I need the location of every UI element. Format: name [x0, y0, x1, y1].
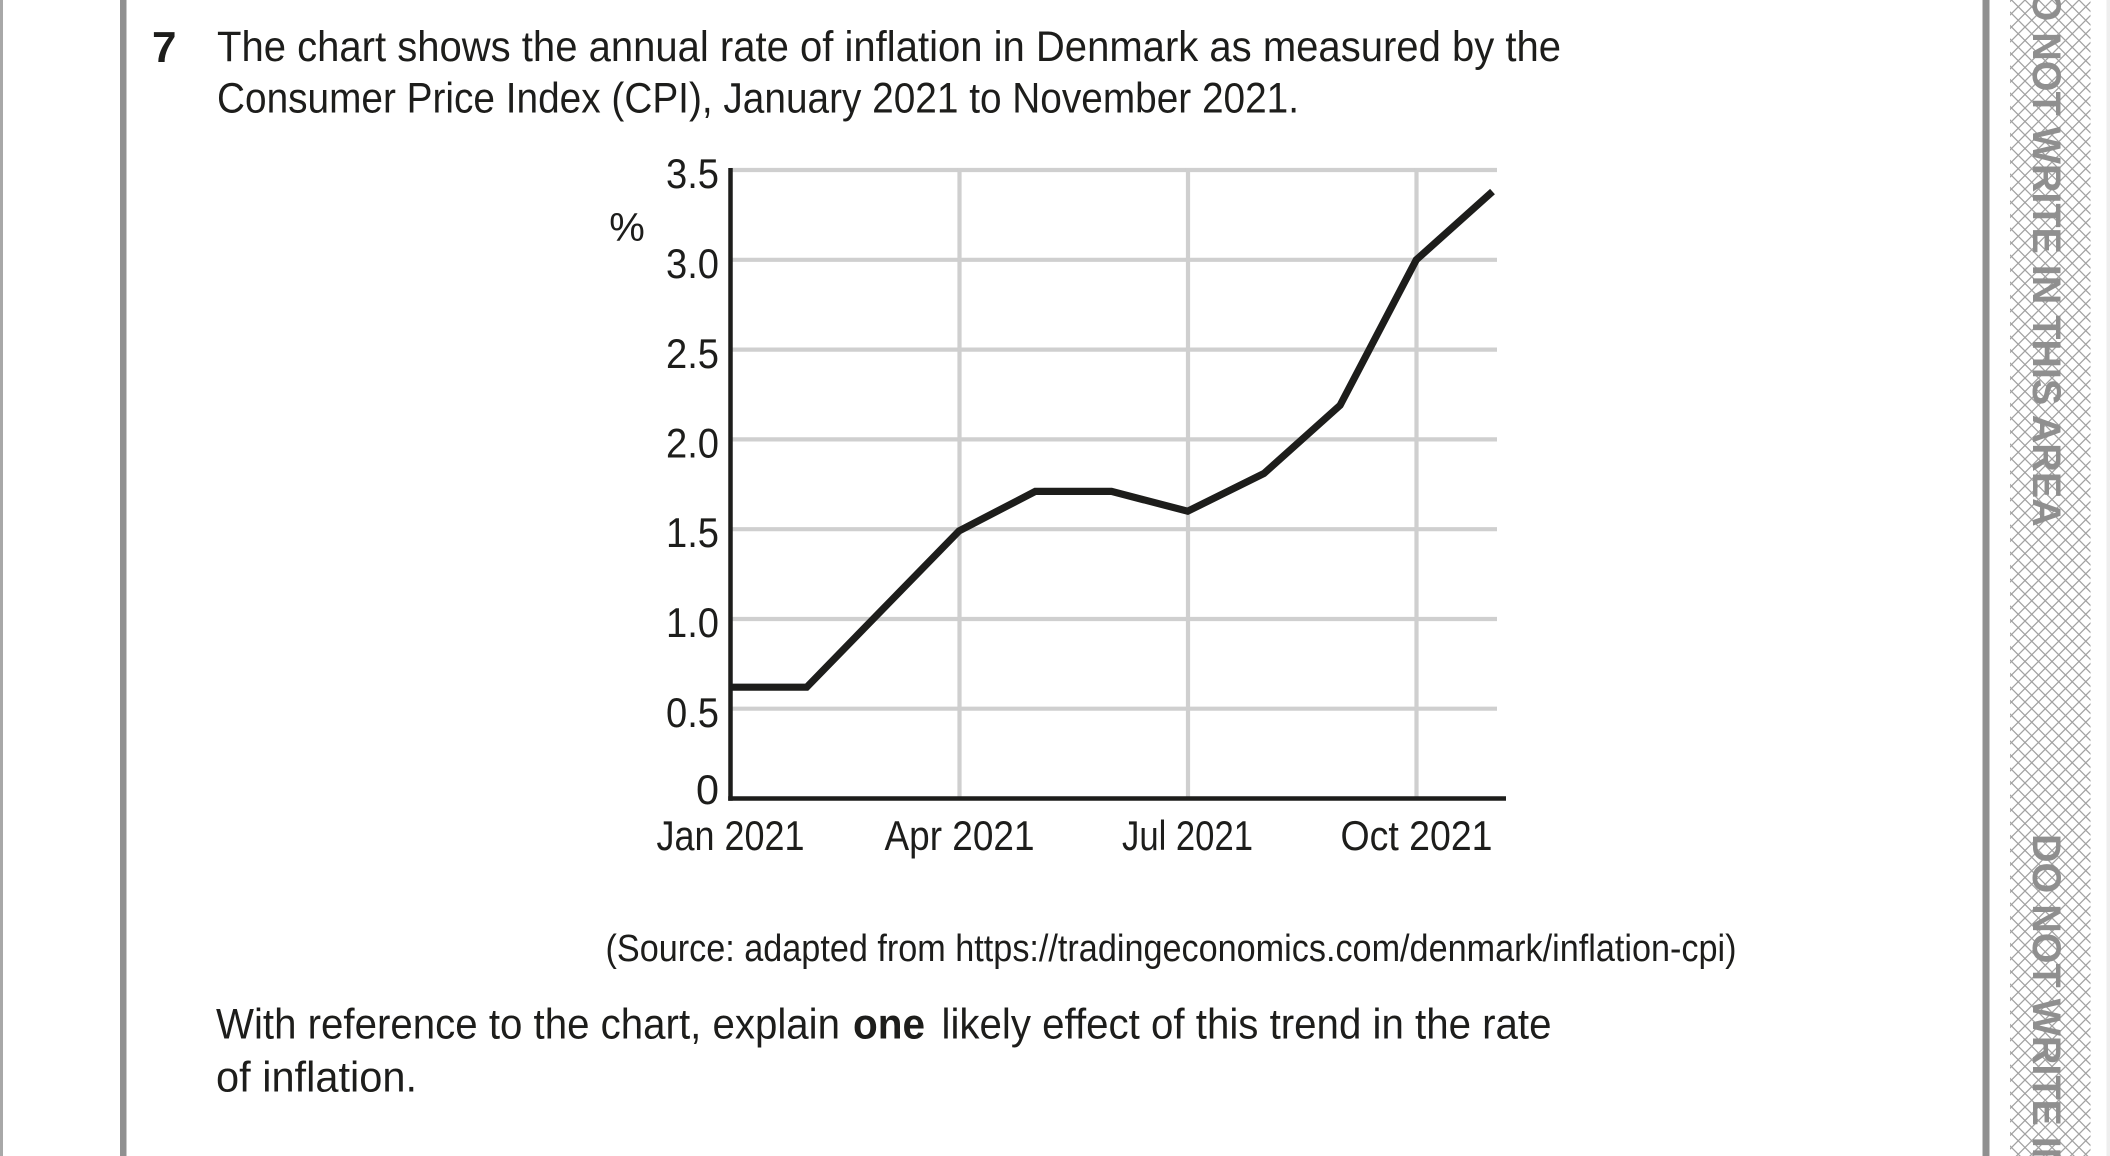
svg-text:of inflation.: of inflation. — [216, 1053, 417, 1101]
svg-text:DO NOT WRITE IN THIS AREA: DO NOT WRITE IN THIS AREA — [2024, 834, 2068, 1156]
svg-text:1.5: 1.5 — [666, 509, 719, 556]
svg-text:%: % — [609, 206, 645, 250]
svg-text:With reference to the chart, e: With reference to the chart, explain — [216, 1001, 840, 1049]
svg-text:3.0: 3.0 — [666, 240, 719, 287]
svg-text:2.5: 2.5 — [666, 330, 719, 377]
svg-text:Jan 2021: Jan 2021 — [657, 812, 805, 859]
svg-text:0.5: 0.5 — [666, 689, 719, 736]
svg-text:likely effect of this trend in: likely effect of this trend in the rate — [942, 1001, 1552, 1049]
svg-text:3.5: 3.5 — [666, 150, 719, 197]
svg-text:Oct 2021: Oct 2021 — [1341, 812, 1493, 859]
svg-text:one: one — [853, 1001, 925, 1049]
svg-text:0: 0 — [696, 766, 719, 813]
svg-text:Consumer Price Index (CPI), Ja: Consumer Price Index (CPI), January 2021… — [217, 75, 1299, 123]
svg-text:2.0: 2.0 — [666, 420, 719, 467]
svg-text:Jul 2021: Jul 2021 — [1122, 812, 1253, 859]
svg-text:DO NOT WRITE IN THIS AREA: DO NOT WRITE IN THIS AREA — [2024, 0, 2068, 527]
svg-text:Apr 2021: Apr 2021 — [885, 812, 1035, 859]
svg-text:1.0: 1.0 — [666, 599, 719, 646]
svg-text:The chart shows the annual rat: The chart shows the annual rate of infla… — [217, 23, 1561, 71]
svg-text:(Source: adapted from https://: (Source: adapted from https://tradingeco… — [606, 928, 1737, 970]
svg-text:7: 7 — [152, 23, 176, 72]
